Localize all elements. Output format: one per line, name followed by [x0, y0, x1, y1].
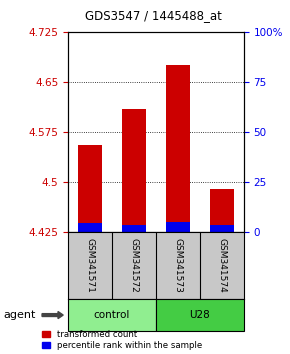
Bar: [122, 224, 146, 232]
Text: control: control: [94, 310, 130, 320]
Bar: [166, 65, 190, 232]
Legend: transformed count, percentile rank within the sample: transformed count, percentile rank withi…: [42, 330, 202, 350]
Bar: [78, 145, 102, 232]
Text: GSM341571: GSM341571: [86, 238, 95, 293]
Text: GSM341572: GSM341572: [129, 238, 138, 293]
Bar: [156, 299, 244, 331]
Bar: [78, 223, 102, 232]
Text: GDS3547 / 1445488_at: GDS3547 / 1445488_at: [85, 9, 222, 22]
Bar: [122, 109, 146, 232]
Bar: [210, 225, 234, 232]
Bar: [166, 222, 190, 232]
Text: U28: U28: [189, 310, 210, 320]
Text: GSM341573: GSM341573: [173, 238, 182, 293]
Bar: [210, 189, 234, 232]
Bar: [68, 299, 156, 331]
Text: agent: agent: [3, 310, 35, 320]
Text: GSM341574: GSM341574: [217, 238, 226, 293]
